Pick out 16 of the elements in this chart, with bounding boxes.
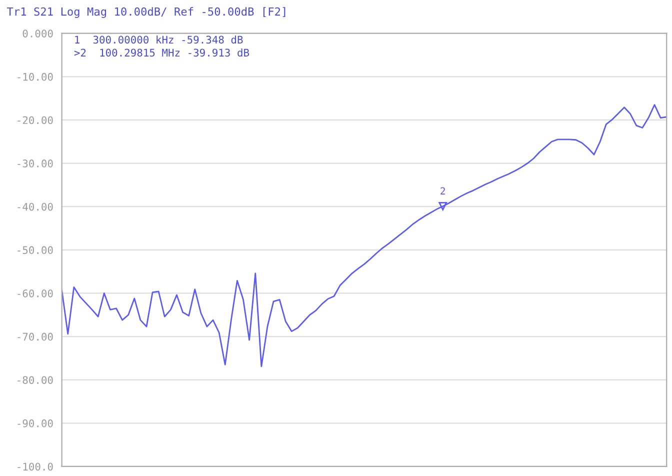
annotation: 2 [440,187,445,194]
annotation: >2 100.29815 MHz -39.913 dB [74,48,250,57]
chart-title: Tr1 S21 Log Mag 10.00dB/ Ref -50.00dB [F2] [6,7,286,18]
y-tick-label: -70.00 [18,332,53,341]
y-tick-label: -80.00 [18,376,53,384]
y-tick-label: -40.00 [18,202,53,211]
y-tick-label: -30.00 [18,160,53,168]
y-tick-label: -60.00 [18,289,53,298]
y-tick-label: -90.00 [18,419,53,428]
y-tick-label: 0.000 [22,30,53,38]
y-tick-label: -100.0 [18,462,53,471]
y-tick-label: -20.00 [18,116,53,124]
line-series [62,104,667,368]
y-tick-label: -10.00 [18,72,53,81]
y-tick-label: -50.00 [18,246,53,254]
annotation: 1 300.00000 kHz -59.348 dB [75,36,243,44]
